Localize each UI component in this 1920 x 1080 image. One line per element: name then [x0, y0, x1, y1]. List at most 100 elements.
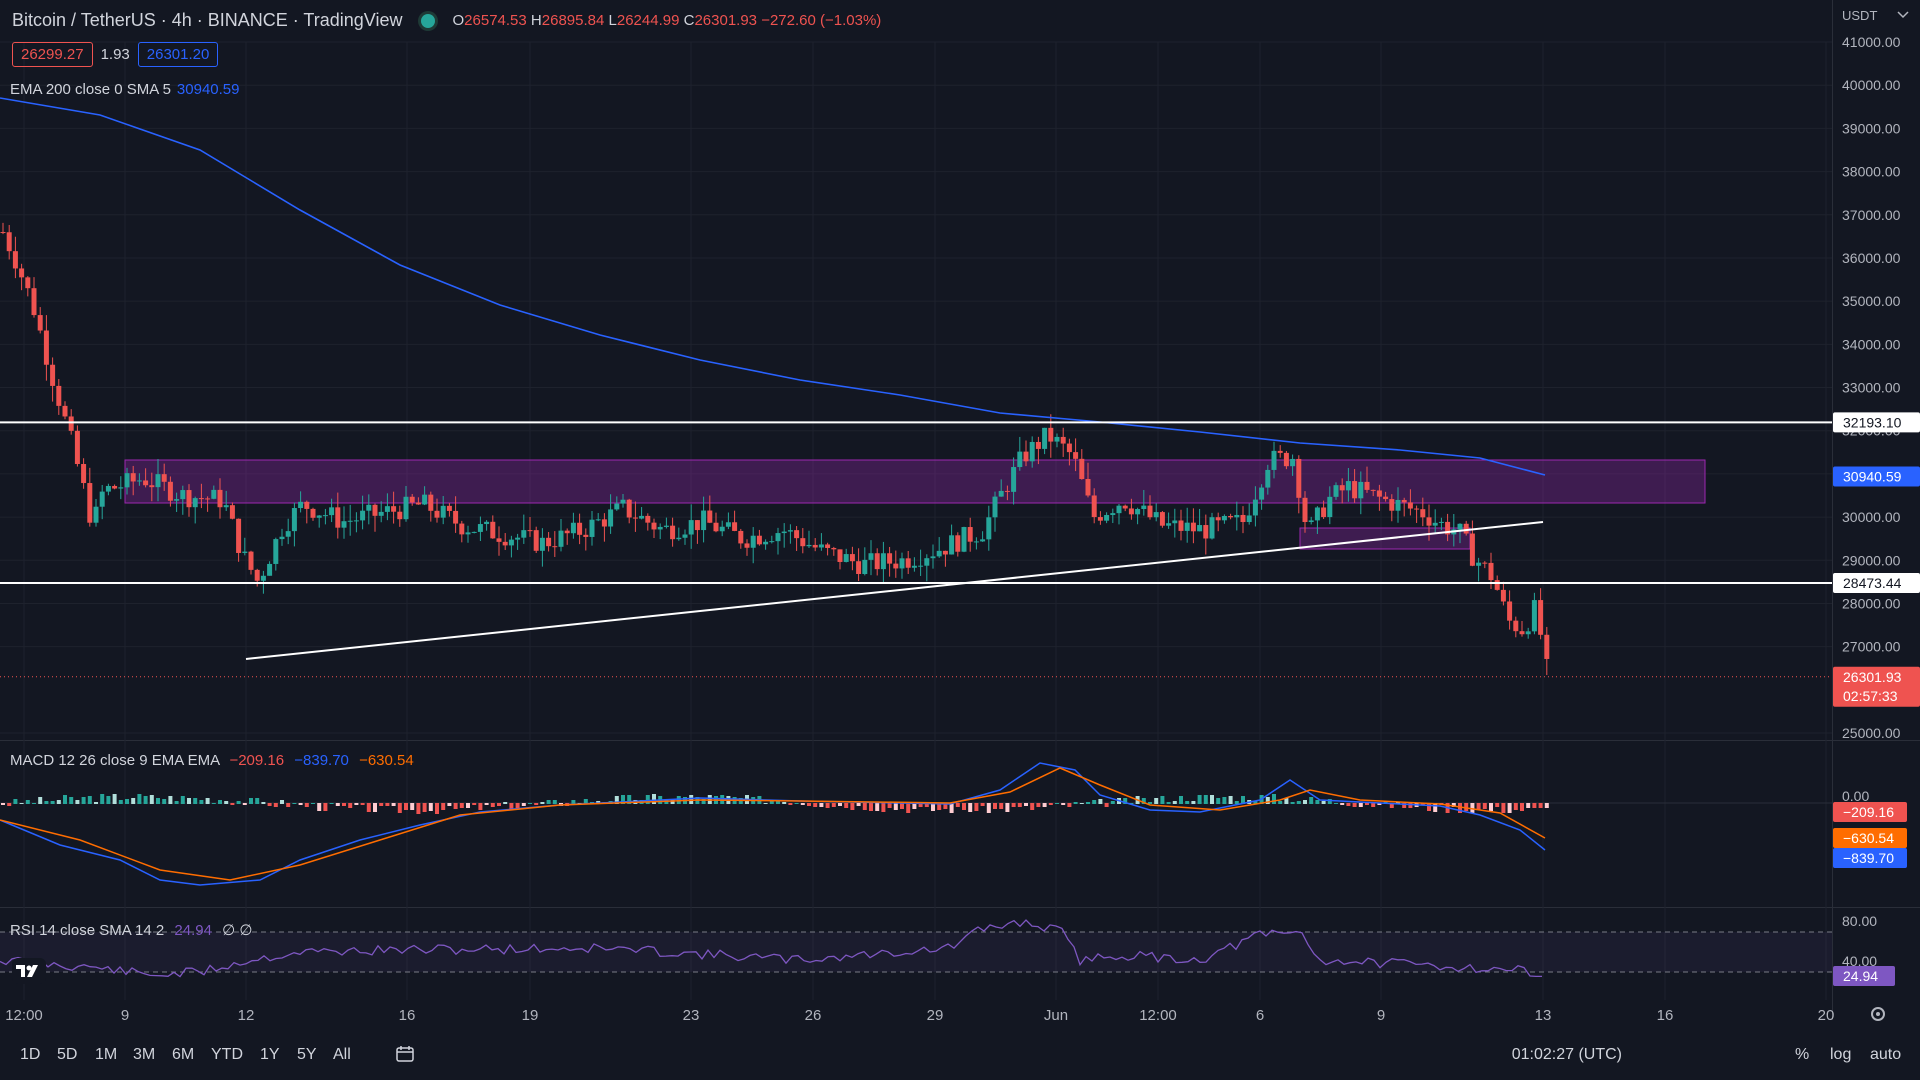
- candle-body: [787, 530, 793, 532]
- candle-body: [980, 539, 986, 542]
- macd-histogram-bar: [769, 801, 774, 804]
- macd-histogram-bar: [782, 802, 787, 804]
- macd-histogram-bar: [788, 803, 793, 805]
- timeframe-1y[interactable]: 1Y: [260, 1046, 280, 1063]
- candle-body: [25, 277, 31, 289]
- price-tick-label: 36000.00: [1842, 250, 1901, 266]
- candle-body: [1507, 601, 1513, 621]
- macd-histogram-bar: [224, 801, 229, 804]
- candle-body: [229, 505, 235, 519]
- utc-clock[interactable]: 01:02:27 (UTC): [1511, 1046, 1622, 1063]
- macd-histogram-bar: [1340, 803, 1345, 805]
- candle-body: [1091, 495, 1097, 518]
- candle-body: [1029, 441, 1035, 462]
- timeframe-ytd[interactable]: YTD: [211, 1046, 243, 1063]
- time-tick-label: 19: [522, 1007, 539, 1024]
- macd-histogram-bar: [38, 797, 43, 804]
- candle-body: [1414, 508, 1420, 510]
- sell-price-button[interactable]: 26299.27: [12, 42, 93, 67]
- macd-histogram-bar: [831, 803, 836, 807]
- candle-body: [955, 535, 961, 552]
- timeframe-5y[interactable]: 5Y: [297, 1046, 317, 1063]
- candle-body: [1426, 517, 1432, 526]
- macd-histogram-bar: [1241, 796, 1245, 804]
- candle-body: [1042, 427, 1048, 449]
- candle-body: [31, 288, 37, 316]
- macd-histogram-bar: [862, 803, 867, 810]
- symbol-title[interactable]: Bitcoin / TetherUS · 4h · BINANCE · Trad…: [12, 10, 403, 30]
- candle-body: [353, 520, 359, 522]
- timeframe-1m[interactable]: 1M: [95, 1046, 118, 1063]
- macd-histogram-bar: [534, 803, 539, 805]
- candle-body: [105, 485, 111, 492]
- rsi-legend[interactable]: RSI 14 close SMA 14 2 24.94 ∅ ∅: [10, 922, 253, 939]
- candle-body: [391, 506, 397, 512]
- timeframe-5d[interactable]: 5D: [57, 1046, 78, 1063]
- time-tick-label: 26: [805, 1007, 822, 1024]
- macd-histogram-bar: [404, 803, 408, 810]
- candle-body: [713, 522, 719, 532]
- macd-histogram-bar: [887, 803, 892, 808]
- candle-body: [756, 535, 762, 545]
- candle-body: [533, 530, 539, 551]
- macd-histogram-bar: [478, 803, 483, 810]
- candle-body: [632, 517, 638, 519]
- ohlc-values: O26574.53 H26895.84 L26244.99 C26301.93 …: [452, 12, 882, 29]
- candle-body: [626, 499, 632, 518]
- tradingview-logo-icon[interactable]: [12, 958, 46, 984]
- candle-body: [403, 496, 409, 520]
- macd-histogram-bar: [81, 797, 86, 804]
- candle-body: [192, 498, 198, 508]
- time-tick-label: 12: [238, 1007, 255, 1024]
- macd-histogram-bar: [373, 803, 377, 812]
- macd-histogram-bar: [218, 800, 222, 804]
- candle-body: [136, 480, 142, 482]
- macd-tag-bg: [1833, 848, 1907, 868]
- macd-histogram-bar: [497, 803, 501, 806]
- candle-body: [74, 430, 80, 465]
- candle-body: [236, 518, 242, 553]
- macd-histogram-bar: [261, 802, 266, 804]
- candle-body: [1048, 427, 1054, 442]
- candle-body: [459, 523, 465, 535]
- time-tick-label: 12:00: [5, 1007, 43, 1024]
- macd-legend[interactable]: MACD 12 26 close 9 EMA EMA −209.16 −839.…: [10, 752, 414, 769]
- candle-body: [0, 232, 6, 234]
- candle-body: [1531, 600, 1537, 632]
- log-toggle[interactable]: log: [1830, 1046, 1852, 1063]
- macd-histogram-bar: [800, 803, 805, 805]
- candle-body: [1172, 520, 1178, 524]
- candle-body: [1370, 489, 1376, 491]
- axes: 41000.00 40000.00 39000.00 38000.00 37000.00…: [5, 8, 1920, 1024]
- macd-histogram-bar: [962, 803, 966, 810]
- macd-histogram-bar: [937, 803, 942, 810]
- macd-histogram-bar: [490, 803, 495, 807]
- auto-toggle[interactable]: auto: [1870, 1046, 1902, 1063]
- candle-body: [180, 490, 186, 500]
- macd-histogram-bar: [391, 803, 396, 806]
- candle-body: [378, 511, 384, 516]
- candle-body: [880, 553, 886, 570]
- candle-body: [998, 490, 1004, 497]
- price-tick-label: 37000.00: [1842, 207, 1901, 223]
- macd-histogram-bar: [652, 794, 656, 804]
- ema200-line: [0, 97, 1546, 476]
- timeframe-6m[interactable]: 6M: [172, 1046, 195, 1063]
- timeframe-all[interactable]: All: [333, 1046, 351, 1063]
- candle-body: [1538, 600, 1544, 635]
- ema-legend[interactable]: EMA 200 close 0 SMA 5 30940.59: [10, 81, 240, 98]
- candle-body: [1147, 505, 1153, 518]
- candle-body: [930, 556, 936, 559]
- date-range-icon[interactable]: [395, 1044, 417, 1069]
- buy-price-button[interactable]: 26301.20: [137, 42, 219, 67]
- macd-histogram-bar: [1501, 803, 1506, 813]
- macd-histogram-bar: [354, 803, 359, 805]
- macd-histogram-bar: [1185, 801, 1190, 804]
- candle-body: [911, 565, 917, 568]
- candle-body: [68, 416, 74, 431]
- timeframe-3m[interactable]: 3M: [133, 1046, 156, 1063]
- candle-body: [273, 539, 279, 564]
- percent-toggle[interactable]: %: [1795, 1046, 1810, 1063]
- timeframe-1d[interactable]: 1D: [20, 1046, 41, 1063]
